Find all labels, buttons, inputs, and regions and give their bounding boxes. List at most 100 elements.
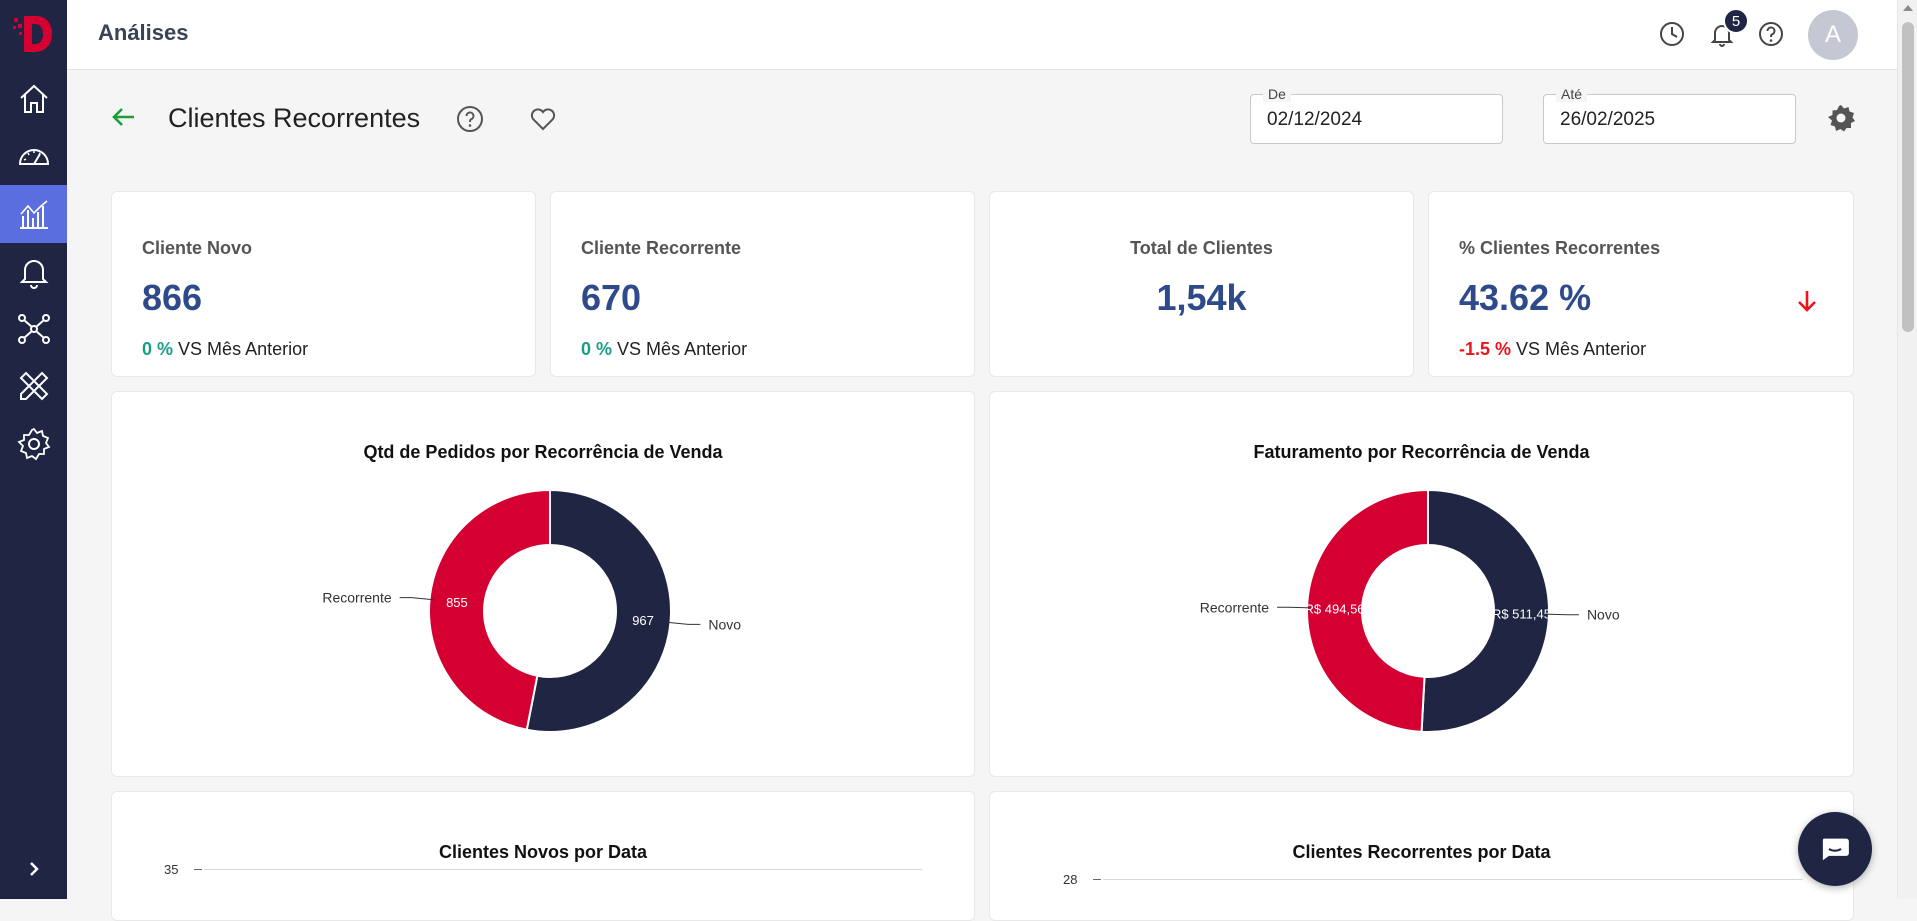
kpi-change-text: VS Mês Anterior xyxy=(617,339,748,359)
donut-value-label: R$ 494,56 xyxy=(1305,602,1365,617)
date-to-field[interactable]: Até 26/02/2025 xyxy=(1543,86,1796,144)
y-tick-mark xyxy=(194,869,202,870)
design-tools-icon xyxy=(19,371,48,401)
page-title: Clientes Recorrentes xyxy=(168,103,421,133)
kpi-card-new-clients: Cliente Novo 866 0 % VS Mês Anterior xyxy=(111,191,536,377)
chart-title: Clientes Novos por Data xyxy=(438,842,648,862)
clock-icon xyxy=(1660,22,1684,46)
sidebar xyxy=(0,0,67,899)
favorite-button[interactable] xyxy=(528,104,558,134)
nav-tools[interactable] xyxy=(0,357,67,415)
heart-icon xyxy=(530,108,556,131)
nav-analytics[interactable] xyxy=(0,185,67,243)
user-avatar[interactable]: A xyxy=(1808,10,1858,60)
kpi-change-pct: 0 % xyxy=(142,339,174,359)
kpi-change: 0 % VS Mês Anterior xyxy=(142,339,308,360)
kpi-value: 43.62 % xyxy=(1459,277,1592,318)
kpi-card-total-clients: Total de Clientes 1,54k xyxy=(989,191,1414,377)
date-to-label: Até xyxy=(1556,86,1588,102)
notification-badge: 5 xyxy=(1723,8,1749,34)
donut-leader-line xyxy=(666,621,701,625)
help-icon xyxy=(1759,22,1783,46)
donut-slice-recorrente[interactable] xyxy=(428,488,551,731)
date-to-value: 26/02/2025 xyxy=(1560,109,1656,130)
page-settings-button[interactable] xyxy=(1826,103,1856,133)
page-help-button[interactable] xyxy=(455,104,485,134)
nav-dashboard[interactable] xyxy=(0,127,67,185)
kpi-label: Cliente Recorrente xyxy=(581,238,742,258)
history-button[interactable] xyxy=(1656,18,1688,50)
donut-slice-novo[interactable] xyxy=(525,488,672,733)
donut-leader-line xyxy=(399,597,434,601)
gear-icon xyxy=(1828,105,1855,132)
chart-card-orders: Qtd de Pedidos por Recorrência de Venda … xyxy=(111,391,975,777)
donut-category-label: Novo xyxy=(708,616,741,632)
donut-category-label: Recorrente xyxy=(1200,599,1269,615)
scroll-up-arrow[interactable] xyxy=(1903,5,1913,11)
sidebar-expand-button[interactable] xyxy=(0,851,67,887)
chat-support-button[interactable] xyxy=(1798,812,1872,886)
kpi-change: 0 % VS Mês Anterior xyxy=(581,339,747,360)
kpi-change: -1.5 % VS Mês Anterior xyxy=(1459,339,1646,360)
scroll-thumb[interactable] xyxy=(1902,22,1914,332)
arrow-left-icon xyxy=(112,108,134,126)
donut-value-label: R$ 511,45 xyxy=(1492,606,1551,621)
gridline xyxy=(204,869,922,870)
chart-title: Faturamento por Recorrência de Venda xyxy=(1253,442,1590,462)
kpi-card-recurring-clients: Cliente Recorrente 670 0 % VS Mês Anteri… xyxy=(550,191,975,377)
chart-title: Clientes Recorrentes por Data xyxy=(1292,842,1551,862)
chart-card-revenue: Faturamento por Recorrência de Venda R$ … xyxy=(989,391,1854,777)
chart-title: Qtd de Pedidos por Recorrência de Venda xyxy=(363,442,723,462)
y-tick-label: 35 xyxy=(164,862,179,877)
back-button[interactable] xyxy=(108,102,138,132)
chat-bubble-icon xyxy=(1822,838,1849,861)
kpi-label: % Clientes Recorrentes xyxy=(1459,238,1661,258)
donut-chart-orders[interactable]: 967 Novo 855 Recorrente xyxy=(112,392,976,778)
donut-leader-line xyxy=(1544,613,1579,616)
date-from-field[interactable]: De 02/12/2024 xyxy=(1250,86,1503,144)
gridline xyxy=(1103,879,1803,880)
page-scrollbar[interactable] xyxy=(1897,0,1917,899)
kpi-change-pct: -1.5 % xyxy=(1459,339,1512,359)
help-icon xyxy=(457,106,483,132)
arrow-down-icon xyxy=(1798,291,1816,312)
kpi-change-text: VS Mês Anterior xyxy=(178,339,309,359)
nav-settings[interactable] xyxy=(0,415,67,473)
donut-leader-line xyxy=(1277,606,1312,609)
help-button[interactable] xyxy=(1755,18,1787,50)
donut-category-label: Recorrente xyxy=(322,590,391,606)
kpi-value: 1,54k xyxy=(1156,277,1247,318)
home-icon xyxy=(19,84,48,113)
chart-card-recurring-by-date: Clientes Recorrentes por Data 28 xyxy=(989,791,1854,921)
donut-chart-revenue[interactable]: R$ 511,45 Novo R$ 494,56 Recorrente xyxy=(990,392,1855,778)
chart-card-new-by-date: Clientes Novos por Data 35 xyxy=(111,791,975,921)
kpi-label: Total de Clientes xyxy=(1130,238,1273,258)
date-from-value: 02/12/2024 xyxy=(1267,109,1363,130)
donut-slice-recorrente[interactable] xyxy=(1306,488,1429,733)
donut-value-label: 855 xyxy=(446,595,468,610)
app-title: Análises xyxy=(98,20,189,45)
donut-category-label: Novo xyxy=(1587,607,1620,623)
kpi-label: Cliente Novo xyxy=(142,238,253,258)
nav-home[interactable] xyxy=(0,70,67,128)
analytics-chart-icon xyxy=(19,200,48,229)
brand-logo[interactable] xyxy=(10,12,54,56)
nav-network[interactable] xyxy=(0,300,67,358)
network-nodes-icon xyxy=(17,314,50,344)
kpi-card-recurring-pct: % Clientes Recorrentes 43.62 % -1.5 % VS… xyxy=(1428,191,1854,377)
top-bar: Análises xyxy=(67,0,1897,70)
nav-alerts[interactable] xyxy=(0,242,67,300)
donut-value-label: 967 xyxy=(632,613,654,628)
y-tick-mark xyxy=(1093,879,1101,880)
kpi-change-pct: 0 % xyxy=(581,339,613,359)
kpi-value: 866 xyxy=(142,277,203,318)
y-tick-label: 28 xyxy=(1063,872,1078,887)
kpi-value: 670 xyxy=(581,277,642,318)
kpi-change-text: VS Mês Anterior xyxy=(1516,339,1647,359)
speedometer-icon xyxy=(18,149,49,165)
chevron-right-icon xyxy=(29,862,39,876)
gear-icon xyxy=(16,427,50,461)
date-from-label: De xyxy=(1263,86,1291,102)
bell-icon xyxy=(19,260,48,289)
donut-slice-novo[interactable] xyxy=(1420,488,1550,733)
